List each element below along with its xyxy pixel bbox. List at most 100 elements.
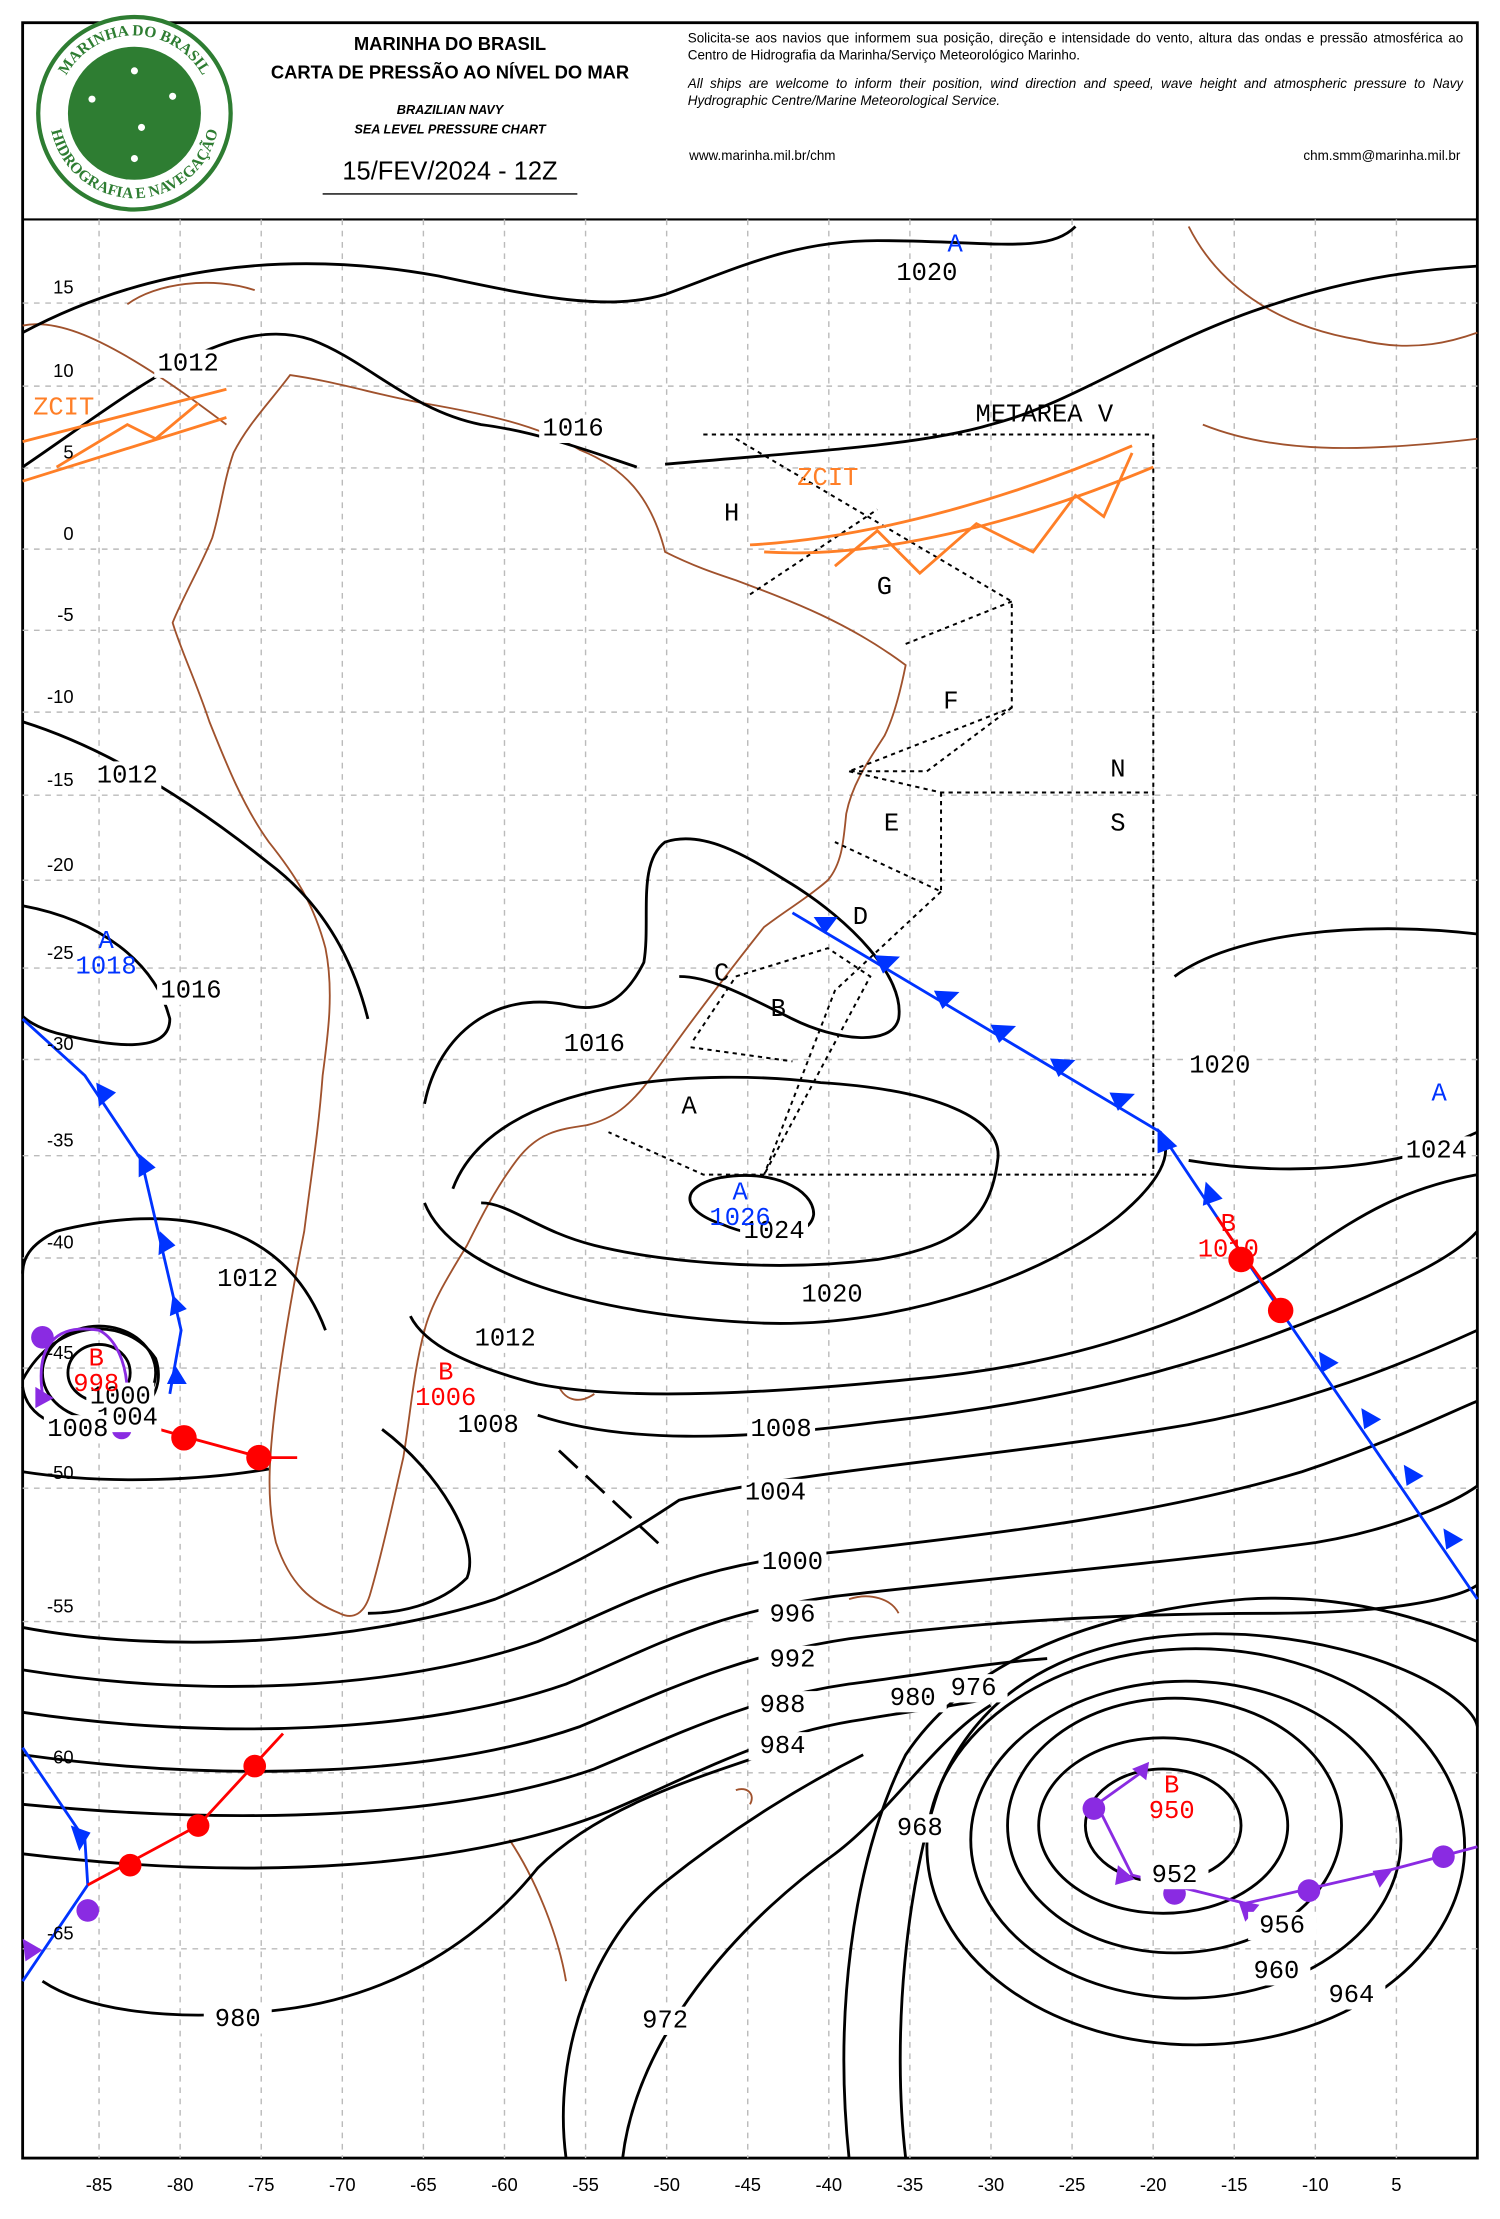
lon-label: -60	[491, 2174, 518, 2195]
isobar-label: 1008	[458, 1411, 519, 1440]
isobar-label-bg	[454, 1410, 523, 1440]
isobar-label: 1020	[1189, 1051, 1250, 1080]
lows-pressure: 998	[73, 1370, 119, 1399]
subtitle: BRAZILIAN NAVY	[397, 102, 505, 117]
isobar-label: 1024	[743, 1217, 804, 1246]
date: 15/FEV/2024 - 12Z	[342, 157, 557, 185]
metarea-label: METAREA V	[976, 400, 1114, 429]
itcz-label: ZCIT	[797, 464, 858, 493]
lat-label: 5	[63, 442, 73, 463]
isobar-label-bg	[1185, 1051, 1254, 1080]
lon-label: -45	[734, 2174, 761, 2195]
isobar-label: 1020	[896, 259, 957, 288]
area-letter: A	[682, 1092, 698, 1121]
notice-en: All ships are welcome to inform their po…	[687, 76, 1464, 110]
lows-pressure: 1006	[415, 1384, 476, 1413]
lon-label: -15	[1221, 2174, 1248, 2195]
isobar-label: 1008	[751, 1415, 812, 1444]
isobar-label: 972	[642, 2007, 688, 2036]
isobar-label: 952	[1152, 1861, 1198, 1890]
isobar-label: 960	[1253, 1957, 1299, 1986]
isobar-label-bg	[758, 1548, 827, 1577]
lat-label: 10	[53, 360, 73, 381]
isobar-label-bg	[213, 1265, 282, 1294]
subtitle: SEA LEVEL PRESSURE CHART	[354, 122, 547, 137]
lon-label: -80	[167, 2174, 194, 2195]
isobar-label: 1020	[802, 1281, 863, 1310]
lon-label: -30	[978, 2174, 1005, 2195]
notice: Solicita-se aos navios que informem sua …	[687, 31, 1464, 110]
isobar-label: 988	[760, 1691, 806, 1720]
isobar-label: 976	[951, 1674, 997, 1703]
isobar-label: 980	[215, 2005, 261, 2034]
isobar-label-bg	[93, 761, 162, 790]
lat-label: -65	[47, 1923, 74, 1944]
isobar-label: 1012	[158, 349, 219, 378]
isobar-label-bg	[157, 976, 225, 1005]
highs-pressure: 1018	[76, 952, 137, 981]
isobar-label-bg	[758, 1600, 827, 1629]
lon-label: -70	[329, 2174, 356, 2195]
isobar-label: 1016	[543, 415, 604, 444]
lat-label: 0	[63, 523, 73, 544]
isobar-label-bg	[1140, 1860, 1209, 1890]
area-letter: S	[1110, 809, 1125, 838]
lon-label: -10	[1302, 2174, 1329, 2195]
isobar-label-bg	[747, 1415, 816, 1444]
highs-pressure: 1026	[710, 1204, 771, 1233]
isobar-label: 980	[890, 1684, 936, 1713]
lon-label: -25	[1059, 2174, 1086, 2195]
lon-label: -85	[86, 2174, 113, 2195]
isobar-label-bg	[154, 349, 223, 378]
isobar-label-bg	[1242, 1957, 1311, 1986]
isobar-label-bg	[748, 1732, 817, 1761]
lows-pressure: 950	[1149, 1797, 1195, 1826]
lon-label: -65	[410, 2174, 437, 2195]
isobar-label-bg	[560, 1030, 629, 1059]
lows-center: B	[1164, 1772, 1179, 1801]
coastline	[22, 226, 1478, 1982]
highs-center: A	[1432, 1080, 1448, 1109]
area-letter: D	[853, 903, 868, 932]
lat-label: -45	[47, 1342, 74, 1363]
lat-label: -15	[47, 769, 74, 790]
lon-label: -20	[1140, 2174, 1167, 2195]
isobar-label: 1012	[217, 1265, 278, 1294]
isobar-label-bg	[203, 2005, 272, 2034]
isobar-label-bg	[471, 1324, 540, 1353]
lat-label: -40	[47, 1232, 74, 1253]
isobar-label: 1004	[745, 1479, 806, 1508]
lows-center: B	[1221, 1210, 1236, 1239]
isobar-label: 956	[1259, 1912, 1305, 1941]
isobar-label: 1012	[97, 761, 158, 790]
area-letter: B	[771, 995, 786, 1024]
logo: MARINHA DO BRASIL HIDROGRAFIA E NAVEGAÇÃ…	[36, 14, 233, 212]
isobar-label: 1000	[762, 1548, 823, 1577]
email: chm.smm@marinha.mil.br	[1303, 148, 1461, 163]
isobar-label-bg	[43, 1415, 112, 1444]
isobar-label-bg	[748, 1691, 817, 1720]
lat-label: -30	[47, 1033, 74, 1054]
lon-label: -50	[653, 2174, 680, 2195]
isobar-label: 1008	[47, 1415, 108, 1444]
isobar-label: 1024	[1406, 1136, 1467, 1165]
isobar-label-bg	[758, 1645, 827, 1675]
isobar-label: 964	[1328, 1981, 1374, 2010]
title: CARTA DE PRESSÃO AO NÍVEL DO MAR	[271, 62, 629, 83]
title: MARINHA DO BRASIL	[354, 33, 546, 54]
lat-label: 15	[53, 277, 73, 298]
area-letter: G	[877, 573, 892, 602]
highs-center: A	[732, 1179, 748, 1208]
isobar-label-bg	[740, 1217, 809, 1246]
area-letter: N	[1110, 756, 1125, 785]
lows-center: B	[89, 1344, 104, 1373]
area-letter: E	[884, 809, 899, 838]
lat-label: -5	[57, 604, 73, 625]
lat-label: -35	[47, 1129, 74, 1150]
lows-center: B	[438, 1358, 453, 1387]
isobar-label: 996	[770, 1600, 816, 1629]
isobar-label-bg	[741, 1478, 810, 1508]
isobar-label-bg	[1248, 1911, 1317, 1941]
isobar-label-bg	[885, 1814, 954, 1843]
isobar-label-bg	[539, 414, 608, 443]
